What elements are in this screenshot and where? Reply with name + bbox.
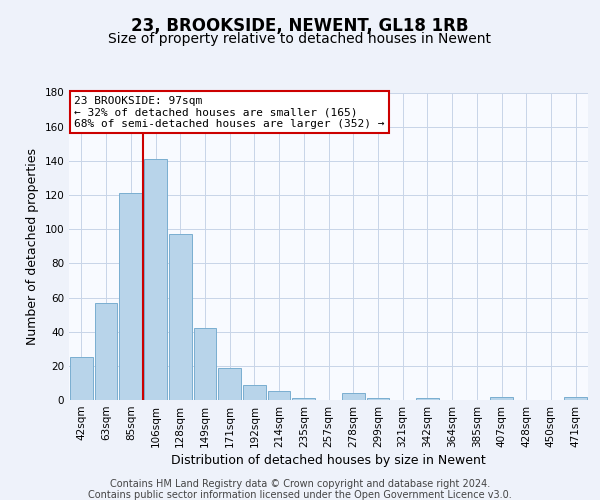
Text: 23, BROOKSIDE, NEWENT, GL18 1RB: 23, BROOKSIDE, NEWENT, GL18 1RB — [131, 18, 469, 36]
Bar — [95, 302, 118, 400]
Text: Contains HM Land Registry data © Crown copyright and database right 2024.: Contains HM Land Registry data © Crown c… — [110, 479, 490, 489]
Bar — [564, 396, 587, 400]
Bar — [490, 396, 513, 400]
Bar — [194, 328, 216, 400]
Bar — [169, 234, 191, 400]
Text: 23 BROOKSIDE: 97sqm
← 32% of detached houses are smaller (165)
68% of semi-detac: 23 BROOKSIDE: 97sqm ← 32% of detached ho… — [74, 96, 385, 129]
Text: Contains public sector information licensed under the Open Government Licence v3: Contains public sector information licen… — [88, 490, 512, 500]
Bar — [243, 384, 266, 400]
Bar — [70, 358, 93, 400]
Bar — [218, 368, 241, 400]
Bar — [292, 398, 315, 400]
Bar — [367, 398, 389, 400]
Bar — [416, 398, 439, 400]
Text: Size of property relative to detached houses in Newent: Size of property relative to detached ho… — [109, 32, 491, 46]
Bar — [268, 392, 290, 400]
Bar — [119, 194, 142, 400]
Bar — [342, 393, 365, 400]
X-axis label: Distribution of detached houses by size in Newent: Distribution of detached houses by size … — [171, 454, 486, 467]
Bar — [144, 159, 167, 400]
Y-axis label: Number of detached properties: Number of detached properties — [26, 148, 39, 345]
